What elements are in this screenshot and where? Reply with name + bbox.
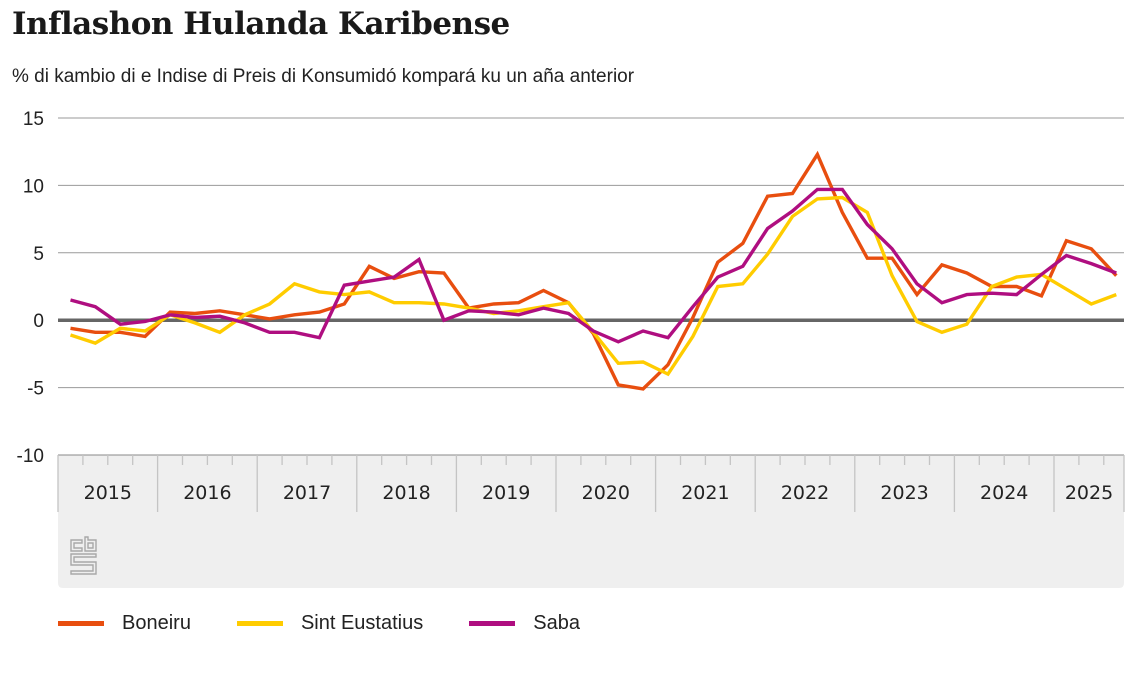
y-tick-label: -5 [27, 379, 44, 400]
x-tick-label: 2023 [880, 482, 928, 504]
x-tick-label: 2020 [582, 482, 630, 504]
y-tick-label: 5 [33, 244, 44, 265]
legend-item-saba[interactable]: Saba [469, 612, 580, 635]
legend-swatch-boneiru [58, 621, 104, 626]
legend: Boneiru Sint Eustatius Saba [58, 612, 626, 635]
chart-subtitle: % di kambio di e Indise di Preis di Kons… [12, 66, 635, 87]
legend-label: Boneiru [122, 612, 191, 634]
x-tick-label: 2016 [183, 482, 231, 504]
gridlines [58, 117, 1124, 456]
line-chart: 15 10 5 0 -5 -10 2015 2016 2017 2018 2019 2020 2021… [17, 109, 1125, 588]
series-line-boneiru [70, 150, 1118, 391]
series-line-sint-eustatius [69, 195, 1117, 377]
legend-item-sint-eustatius[interactable]: Sint Eustatius [236, 612, 424, 635]
x-tick-label: 2022 [781, 482, 829, 504]
y-tick-label: 0 [33, 311, 44, 332]
x-tick-label: 2017 [283, 482, 331, 504]
cbs-logo-icon [70, 536, 97, 575]
legend-swatch-saba [469, 621, 516, 626]
series-lines [69, 150, 1118, 391]
x-tick-label: 2021 [681, 482, 729, 504]
y-tick-label: 15 [23, 109, 44, 130]
y-axis-ticks: 15 10 5 0 -5 -10 [17, 109, 44, 467]
y-tick-label: -10 [17, 446, 44, 467]
x-tick-label: 2018 [382, 482, 430, 504]
chart-title: Inflashon Hulanda Karibense [12, 6, 510, 42]
x-tick-label: 2025 [1065, 482, 1113, 504]
legend-label: Saba [533, 612, 580, 634]
x-axis: 2015 2016 2017 2018 2019 2020 2021 2022 2023 2024… [57, 454, 1125, 512]
x-tick-label: 2024 [980, 482, 1028, 504]
series-line-saba [70, 187, 1117, 344]
x-axis-background [58, 455, 1124, 588]
legend-swatch-sint-eustatius [236, 621, 283, 626]
x-axis-panel [58, 455, 1124, 588]
y-tick-label: 10 [23, 176, 44, 197]
legend-label: Sint Eustatius [300, 612, 424, 634]
x-tick-label: 2015 [84, 482, 132, 504]
legend-item-boneiru[interactable]: Boneiru [58, 612, 191, 635]
x-tick-label: 2019 [482, 482, 530, 504]
